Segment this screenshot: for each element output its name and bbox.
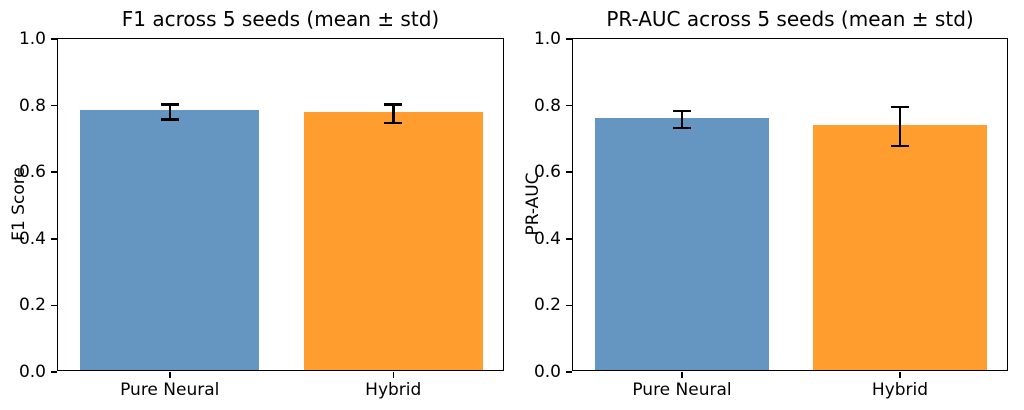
y-tick-label: 0.8 <box>18 95 46 116</box>
y-axis-label-pr-auc: PR-AUC <box>523 172 543 236</box>
y-axis-label-f1: F1 Score <box>9 167 29 241</box>
x-tick-label: Hybrid <box>365 380 422 400</box>
y-tick-mark <box>50 371 57 373</box>
x-tick-mark <box>392 372 394 378</box>
y-tick-mark <box>50 104 57 107</box>
y-tick-label: 0.6 <box>18 162 46 183</box>
y-tick-mark <box>565 304 572 307</box>
chart-title-pr-auc: PR-AUC across 5 seeds (mean ± std) <box>606 7 974 31</box>
y-tick-label: 0.8 <box>533 95 561 116</box>
x-tick-mark <box>681 372 683 378</box>
error-bar-cap <box>160 103 179 106</box>
plot-area-pr-auc: 0.0 0.2 0.4 0.6 0.8 1.0 Pure Neural Hybrid <box>534 30 1008 400</box>
y-tick-mark <box>565 238 572 240</box>
y-tick-label: 1.0 <box>533 29 561 49</box>
bar-pure-neural <box>594 117 770 370</box>
y-tick-label: 0.0 <box>18 362 46 382</box>
x-tick-label: Pure Neural <box>632 380 732 400</box>
bar-pure-neural <box>80 109 260 370</box>
error-bar-cap <box>891 144 909 148</box>
plot-area-f1: 0.0 0.2 0.4 0.6 0.8 1.0 Pure Neural Hybrid <box>19 30 504 400</box>
error-bar-cap <box>673 126 691 130</box>
y-tick-label: 0.4 <box>533 228 561 249</box>
x-tick-mark <box>899 372 901 378</box>
y-tick-label: 1.0 <box>18 29 46 49</box>
error-bar-line <box>392 104 395 124</box>
x-tick-label: Pure Neural <box>120 380 220 400</box>
y-tick-mark <box>50 304 57 307</box>
error-bar-cap <box>384 103 403 106</box>
error-bar-cap <box>160 118 179 121</box>
y-tick-mark <box>50 38 57 40</box>
bar-hybrid <box>303 111 483 370</box>
x-tick-mark <box>169 372 171 378</box>
y-tick-mark <box>565 104 572 107</box>
error-bar-line <box>680 110 684 129</box>
y-tick-label: 0.6 <box>533 162 561 183</box>
y-tick-mark <box>565 171 572 173</box>
y-tick-label: 0.4 <box>18 228 46 249</box>
y-tick-mark <box>565 38 572 40</box>
error-bar-cap <box>673 109 691 113</box>
error-bar-cap <box>891 105 909 109</box>
error-bar-cap <box>384 121 403 125</box>
y-tick-label: 0.2 <box>18 295 46 316</box>
y-tick-label: 0.2 <box>533 295 561 316</box>
error-bar-line <box>168 104 171 120</box>
y-tick-mark <box>50 171 57 173</box>
error-bar-line <box>898 106 902 147</box>
bar-hybrid <box>812 124 988 370</box>
chart-title-f1: F1 across 5 seeds (mean ± std) <box>121 7 440 31</box>
y-tick-mark <box>565 371 572 373</box>
y-tick-mark <box>50 238 57 240</box>
y-tick-label: 0.0 <box>533 362 561 382</box>
x-tick-label: Hybrid <box>871 380 929 400</box>
